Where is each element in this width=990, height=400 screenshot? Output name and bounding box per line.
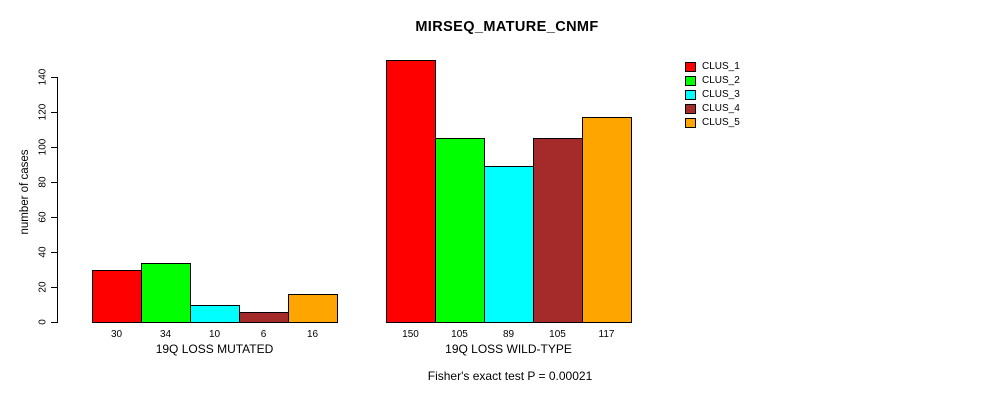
y-axis-tick (51, 112, 57, 113)
y-axis-tick-label: 60 (37, 211, 49, 223)
y-axis-tick-label: 100 (37, 138, 49, 156)
bar-value-label: 105 (451, 329, 468, 340)
y-axis-tick-label: 120 (37, 103, 49, 121)
bar-clus_5 (288, 294, 338, 323)
bar-clus_5 (582, 117, 632, 323)
bar-clus_4 (239, 311, 289, 323)
legend-swatch-clus_5 (685, 118, 696, 128)
bar-clus_2 (141, 262, 191, 323)
legend-label: CLUS_4 (702, 103, 740, 114)
bar-clus_3 (484, 166, 534, 323)
y-axis-line (57, 77, 58, 323)
bar-value-label: 34 (159, 329, 172, 340)
legend-label: CLUS_5 (702, 117, 740, 128)
y-axis-tick-label: 140 (37, 68, 49, 86)
annotation-text: Fisher's exact test P = 0.00021 (427, 369, 593, 383)
y-axis-tick (51, 147, 57, 148)
bar-clus_1 (386, 59, 436, 323)
legend-swatch-clus_1 (685, 62, 696, 72)
bar-clus_4 (533, 138, 583, 323)
bar-value-label: 30 (110, 329, 123, 340)
bar-value-label: 117 (598, 329, 615, 340)
bar-value-label: 89 (502, 329, 515, 340)
y-axis-tick (51, 287, 57, 288)
bar-clus_1 (92, 269, 142, 323)
bar-value-label: 150 (402, 329, 419, 340)
legend-swatch-clus_3 (685, 90, 696, 100)
y-axis-tick (51, 182, 57, 183)
legend-label: CLUS_3 (702, 89, 740, 100)
legend-label: CLUS_2 (702, 75, 740, 86)
bar-value-label: 10 (208, 329, 221, 340)
y-axis-tick-label: 20 (37, 281, 49, 293)
y-axis-tick-label: 80 (37, 176, 49, 188)
chart-title: MIRSEQ_MATURE_CNMF (415, 19, 599, 35)
group-label: 19Q LOSS MUTATED (155, 342, 274, 356)
bar-clus_3 (190, 304, 240, 323)
y-axis-tick (51, 77, 57, 78)
bar-value-label: 6 (260, 329, 267, 340)
y-axis-tick-label: 40 (37, 246, 49, 258)
legend-label: CLUS_1 (702, 61, 740, 72)
bar-value-label: 16 (306, 329, 319, 340)
bar-value-label: 105 (549, 329, 566, 340)
y-axis-tick (51, 252, 57, 253)
y-axis-tick-label: 0 (37, 319, 49, 325)
y-axis-tick (51, 322, 57, 323)
bar-clus_2 (435, 138, 485, 323)
group-label: 19Q LOSS WILD-TYPE (445, 342, 572, 356)
legend-swatch-clus_2 (685, 76, 696, 86)
y-axis-label: number of cases (19, 149, 31, 235)
y-axis-tick (51, 217, 57, 218)
legend-swatch-clus_4 (685, 104, 696, 114)
